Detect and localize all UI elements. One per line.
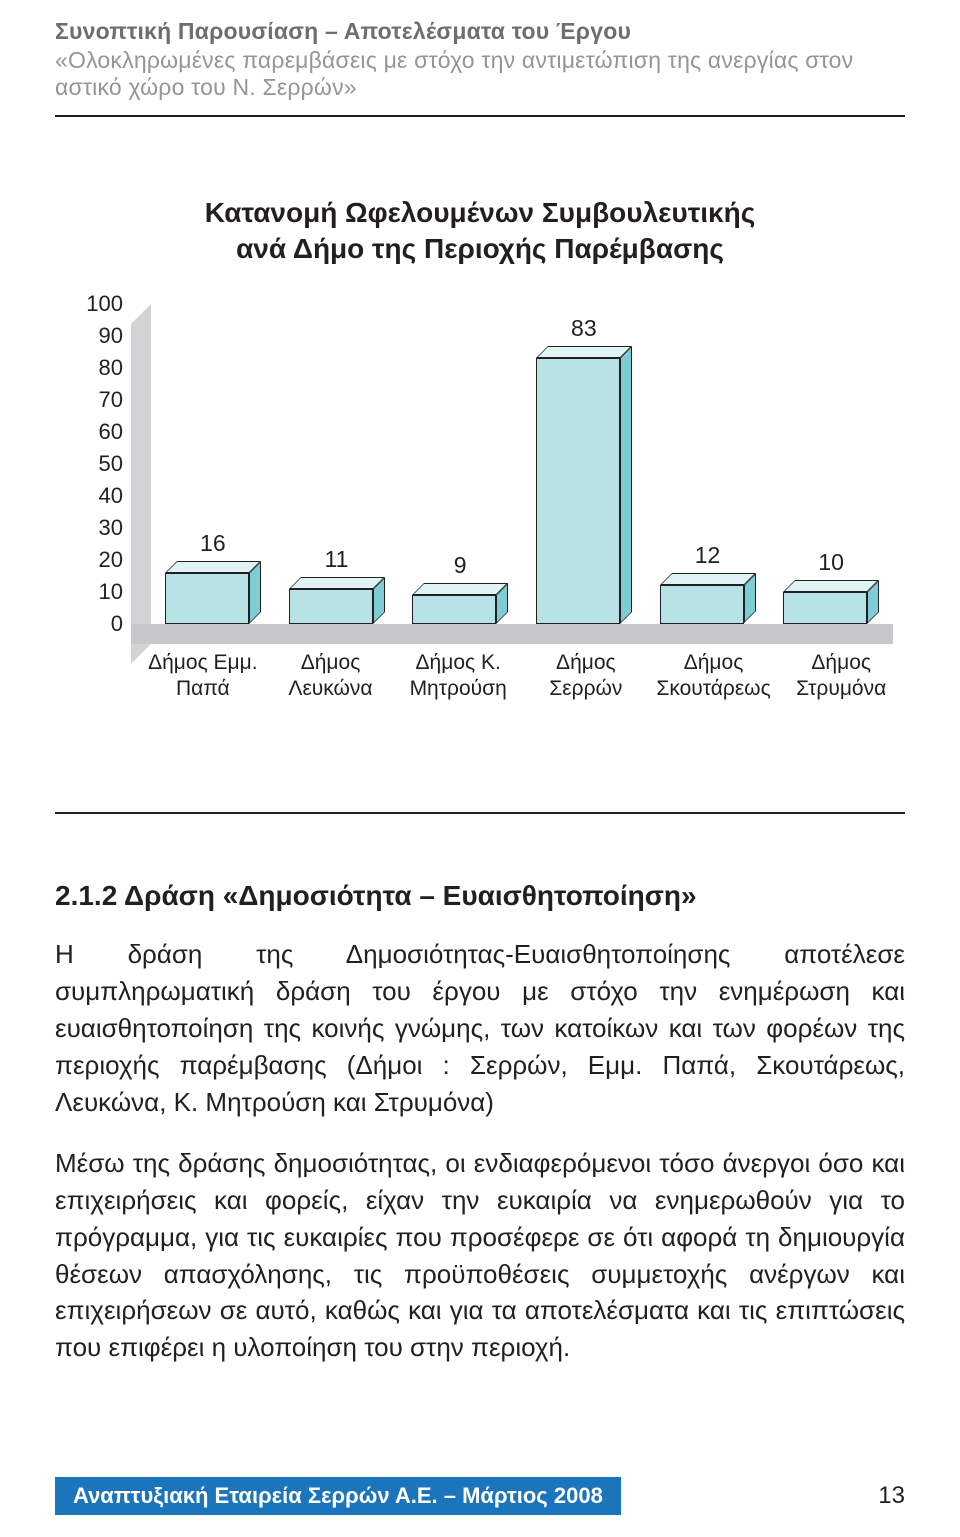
bar: 12: [660, 573, 756, 623]
bar-front: [412, 595, 496, 624]
bar-slot: 10: [769, 304, 893, 624]
bar-front: [660, 585, 744, 623]
y-axis: 1009080706050403020100: [67, 304, 131, 624]
x-axis-label: ΔήμοςΛευκώνα: [267, 650, 395, 703]
bar-value-label: 10: [818, 549, 844, 576]
section-paragraph-2: Μέσω της δράσης δημοσιότητας, οι ενδιαφε…: [55, 1145, 905, 1366]
header-rule: [55, 115, 905, 117]
section-paragraph-1: Η δράση της Δημοσιότητας-Ευαισθητοποίηση…: [55, 936, 905, 1121]
x-axis-label: ΔήμοςΣκουτάρεως: [650, 650, 778, 703]
bar-front: [536, 358, 620, 624]
bar-top: [660, 573, 756, 585]
x-axis-label: Δήμος Κ.Μητρούση: [394, 650, 522, 703]
bar-front: [165, 573, 249, 624]
bar-value-label: 12: [695, 542, 721, 569]
y-tick: 10: [99, 579, 123, 605]
y-tick: 40: [99, 483, 123, 509]
section-rule: [55, 812, 905, 814]
plot-left-wall: [131, 304, 151, 664]
page: Συνοπτική Παρουσίαση – Αποτελέσματα του …: [0, 0, 960, 1537]
bar-value-label: 11: [325, 546, 349, 573]
bar-front: [783, 592, 867, 624]
bar-front: [289, 589, 373, 624]
bar: 9: [412, 583, 508, 624]
section-heading: 2.1.2 Δράση «Δημοσιότητα – Ευαισθητοποίη…: [55, 880, 905, 912]
bar: 16: [165, 561, 261, 624]
chart-title-line1: Κατανομή Ωφελουμένων Συμβουλευτικής: [205, 197, 756, 228]
y-tick: 30: [99, 515, 123, 541]
y-tick: 70: [99, 387, 123, 413]
y-tick: 90: [99, 323, 123, 349]
chart-title: Κατανομή Ωφελουμένων Συμβουλευτικής ανά …: [160, 195, 800, 268]
bar-top: [412, 583, 508, 595]
bar: 11: [289, 577, 385, 624]
bar-slot: 16: [151, 304, 275, 624]
bar-value-label: 9: [454, 552, 467, 579]
x-axis-label: Δήμος Εμμ.Παπά: [139, 650, 267, 703]
bar-top: [165, 561, 261, 573]
footer-bar-text: Αναπτυξιακή Εταιρεία Σερρών Α.Ε. – Μάρτι…: [55, 1477, 621, 1515]
bars-container: 16 11 9 83 12 10: [151, 304, 893, 624]
y-tick: 0: [111, 611, 123, 637]
bar: 83: [536, 346, 632, 624]
bar-top: [783, 580, 879, 592]
header-subtitle: «Ολοκληρωμένες παρεμβάσεις με στόχο την …: [55, 47, 905, 101]
chart-region: Κατανομή Ωφελουμένων Συμβουλευτικής ανά …: [55, 195, 905, 702]
bar: 10: [783, 580, 879, 624]
bar-side: [620, 346, 632, 624]
x-axis-labels: Δήμος Εμμ.ΠαπάΔήμοςΛευκώναΔήμος Κ.Μητρού…: [139, 650, 905, 703]
y-tick: 50: [99, 451, 123, 477]
bar-value-label: 83: [571, 315, 597, 342]
x-axis-label: ΔήμοςΣτρυμόνα: [777, 650, 905, 703]
y-tick: 60: [99, 419, 123, 445]
bar-slot: 11: [275, 304, 399, 624]
y-tick: 100: [86, 291, 123, 317]
plot-floor: [131, 624, 893, 644]
y-tick: 80: [99, 355, 123, 381]
y-tick: 20: [99, 547, 123, 573]
footer-page-number: 13: [878, 1482, 905, 1510]
chart-title-line2: ανά Δήμο της Περιοχής Παρέμβασης: [236, 233, 724, 264]
bar-value-label: 16: [200, 530, 226, 557]
plot-area: 16 11 9 83 12 10: [131, 304, 893, 644]
bar-chart: 1009080706050403020100 16119831210: [67, 304, 893, 644]
bar-slot: 9: [398, 304, 522, 624]
page-footer: Αναπτυξιακή Εταιρεία Σερρών Α.Ε. – Μάρτι…: [55, 1477, 905, 1515]
bar-top: [536, 346, 632, 358]
header-title: Συνοπτική Παρουσίαση – Αποτελέσματα του …: [55, 18, 905, 45]
bar-slot: 12: [646, 304, 770, 624]
bar-slot: 83: [522, 304, 646, 624]
x-axis-label: ΔήμοςΣερρών: [522, 650, 650, 703]
bar-top: [289, 577, 385, 589]
page-header: Συνοπτική Παρουσίαση – Αποτελέσματα του …: [55, 18, 905, 117]
